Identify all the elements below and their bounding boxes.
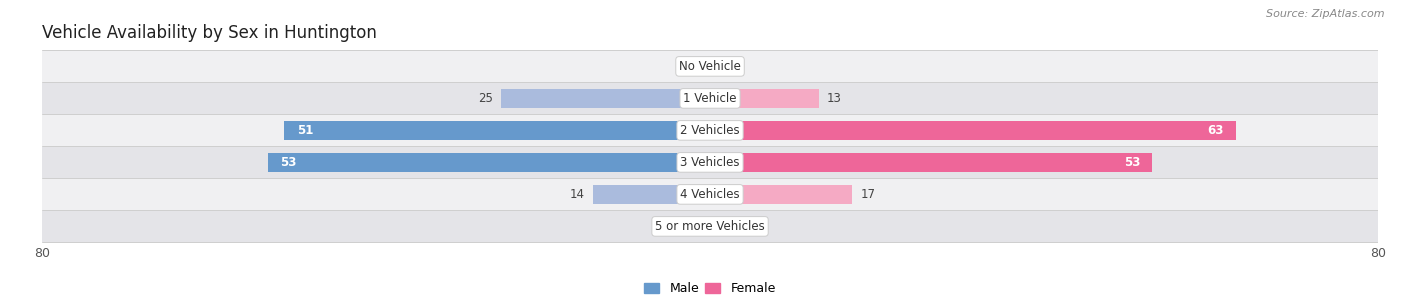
Bar: [42, 51, 1378, 82]
Bar: [593, 185, 710, 204]
Text: 1 Vehicle: 1 Vehicle: [683, 92, 737, 105]
Bar: [42, 179, 1378, 210]
Legend: Male, Female: Male, Female: [640, 277, 780, 300]
Bar: [710, 185, 852, 204]
Bar: [502, 89, 710, 108]
Text: 13: 13: [827, 92, 842, 105]
Text: 0: 0: [690, 60, 697, 73]
Bar: [42, 147, 1378, 178]
Text: 51: 51: [297, 124, 314, 137]
Bar: [42, 211, 1378, 242]
Text: Vehicle Availability by Sex in Huntington: Vehicle Availability by Sex in Huntingto…: [42, 24, 377, 42]
Text: 0: 0: [723, 220, 730, 233]
Text: No Vehicle: No Vehicle: [679, 60, 741, 73]
Bar: [710, 121, 1236, 140]
Text: 0: 0: [690, 220, 697, 233]
Bar: [710, 89, 818, 108]
Text: 14: 14: [569, 188, 585, 201]
Text: 17: 17: [860, 188, 876, 201]
Text: 53: 53: [1123, 156, 1140, 169]
Text: 63: 63: [1208, 124, 1223, 137]
Bar: [710, 153, 1153, 172]
Text: 53: 53: [280, 156, 297, 169]
Text: 0: 0: [723, 60, 730, 73]
Bar: [42, 115, 1378, 145]
Bar: [267, 153, 710, 172]
Text: Source: ZipAtlas.com: Source: ZipAtlas.com: [1267, 9, 1385, 19]
Text: 2 Vehicles: 2 Vehicles: [681, 124, 740, 137]
Text: 4 Vehicles: 4 Vehicles: [681, 188, 740, 201]
Bar: [42, 83, 1378, 113]
Text: 25: 25: [478, 92, 494, 105]
Text: 5 or more Vehicles: 5 or more Vehicles: [655, 220, 765, 233]
Text: 3 Vehicles: 3 Vehicles: [681, 156, 740, 169]
Bar: [284, 121, 710, 140]
